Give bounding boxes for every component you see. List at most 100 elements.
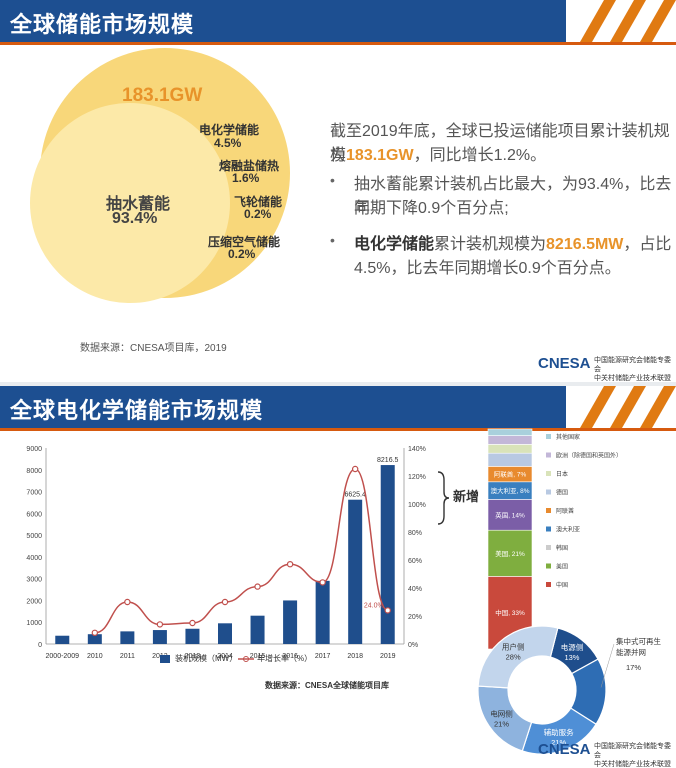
legend-label: 阿联酋: [556, 507, 574, 515]
summary-line-2: 为183.1GW，同比增长1.2%。: [330, 147, 547, 164]
bullet1-line2: 同期下降0.9个百分点;: [354, 200, 509, 217]
bar: [55, 635, 70, 644]
stack-segment: [487, 452, 533, 467]
donut-label: 用户侧: [502, 641, 525, 651]
cnesa-logo: CNESA: [538, 741, 591, 758]
legend-swatch: [546, 508, 551, 513]
y-left-tick-label: 9000: [26, 446, 42, 453]
bar: [380, 465, 395, 644]
stack-segment: [487, 428, 533, 436]
y-left-tick-label: 1000: [26, 620, 42, 627]
donut-value: 21%: [494, 720, 509, 729]
legend-label: 日本: [556, 470, 568, 478]
data-label: 8216.5: [377, 457, 399, 464]
bar: [315, 580, 330, 644]
y-right-tick-label: 0%: [408, 642, 418, 649]
leader-line: [600, 643, 615, 688]
donut-value: 17%: [626, 663, 641, 672]
bar: [283, 600, 298, 644]
brace-icon: [437, 471, 450, 525]
y-right-tick-label: 100%: [408, 502, 426, 509]
stack-segment: [487, 444, 533, 454]
x-tick-label: 2019: [380, 653, 396, 660]
y-left-tick-label: 0: [38, 642, 42, 649]
x-tick-label: 2014: [217, 653, 233, 660]
growth-point: [351, 465, 359, 473]
item-electrochem-label: 电化学储能: [199, 123, 260, 137]
logo-subtitle: 中国能源研究会储能专委会 中关村储能产业技术联盟: [594, 357, 671, 382]
legend-line-swatch: [238, 656, 254, 662]
data-label: 6625.4: [344, 492, 366, 499]
data-source: 数据来源：CNESA项目库，2019: [80, 343, 227, 354]
donut-label: 电源侧: [561, 642, 584, 652]
donut-label: 电网侧: [490, 709, 513, 719]
donut-value: 13%: [564, 653, 579, 662]
cnesa-logo: CNESA: [538, 355, 591, 372]
legend-swatch: [546, 489, 551, 495]
bar: [250, 615, 265, 644]
decorative-stripes: [566, 386, 676, 428]
growth-point: [254, 583, 261, 590]
donut-value: 21%: [551, 738, 566, 747]
x-tick-label: 2016: [282, 653, 298, 660]
x-tick-label: 2012: [152, 653, 168, 660]
legend-label: 欧洲（除德国和英国外）: [556, 452, 622, 460]
y-left-tick-label: 2000: [26, 598, 42, 605]
y-right-tick-label: 140%: [408, 446, 426, 453]
title-underline: [0, 428, 676, 431]
growth-point: [221, 598, 229, 606]
stack-segment-label: 中国, 33%: [495, 608, 525, 617]
legend-label: 韩国: [556, 544, 568, 552]
data-label: 24.0%: [364, 602, 384, 609]
donut-label: 能源并网: [616, 647, 646, 657]
growth-line: [94, 468, 389, 634]
legend-label: 德国: [556, 489, 568, 497]
y-right-tick-label: 80%: [408, 530, 422, 537]
bullet2-line1: 电化学储能累计装机规模为8216.5MW，占比: [354, 236, 672, 253]
x-tick-label: 2010: [87, 653, 103, 660]
summary-line-1: 截至2019年底，全球已投运储能项目累计装机规模: [330, 123, 670, 164]
item-molten-salt-value: 1.6%: [232, 171, 260, 185]
bar: [87, 634, 102, 644]
x-tick-label: 2015: [250, 653, 266, 660]
slide-electrochem-market: 全球电化学储能市场规模 0 1000 2000 3000 4000 5000 6000 700…: [0, 386, 676, 768]
legend-bar-label: 装机规模（MW）: [175, 654, 238, 663]
growth-point: [156, 621, 164, 628]
y-left-tick-label: 3000: [26, 577, 42, 584]
x-tick-label: 2018: [347, 653, 363, 660]
stack-segment: [487, 529, 533, 577]
growth-point: [319, 579, 326, 586]
legend-swatch: [546, 526, 551, 532]
bar: [152, 630, 167, 644]
legend-swatch: [546, 452, 551, 458]
legend-swatch: [546, 563, 551, 569]
growth-point: [286, 560, 294, 568]
growth-point: [91, 629, 99, 636]
title-underline: [0, 42, 676, 45]
bullet2-line2: 4.5%，比去年同期增长0.9个百分点。: [354, 260, 621, 277]
item-compressed-air-label: 压缩空气储能: [208, 235, 281, 249]
legend-label: 美国: [556, 563, 568, 571]
storage-bubble-diagram: [30, 48, 290, 303]
decorative-stripes: [566, 0, 676, 42]
pumped-hydro-label: 抽水蓄能: [106, 196, 171, 213]
stack-segment-label: 阿联酋, 7%: [494, 470, 527, 479]
logo-subtitle: 中国能源研究会储能专委会 中关村储能产业技术联盟: [594, 743, 671, 768]
new-label: 新增: [453, 489, 480, 504]
stack-segment-label: 澳大利亚, 8%: [490, 486, 529, 495]
item-compressed-air-value: 0.2%: [228, 247, 256, 261]
bar: [185, 628, 200, 644]
slide-title: 全球电化学储能市场规模: [10, 398, 264, 423]
stack-segment-label: 美国, 21%: [495, 549, 525, 558]
growth-point: [384, 607, 391, 614]
y-left-tick-label: 4000: [26, 555, 42, 562]
stack-segment: [487, 435, 533, 445]
y-left-tick-label: 8000: [26, 468, 42, 475]
y-left-tick-label: 7000: [26, 490, 42, 497]
stack-segment: [487, 499, 533, 531]
x-tick-label: 2017: [315, 653, 331, 660]
slide-title: 全球储能市场规模: [10, 12, 195, 37]
donut-slice: [477, 625, 559, 689]
y-right-tick-label: 20%: [408, 614, 422, 621]
legend-label: 澳大利亚: [556, 526, 580, 534]
